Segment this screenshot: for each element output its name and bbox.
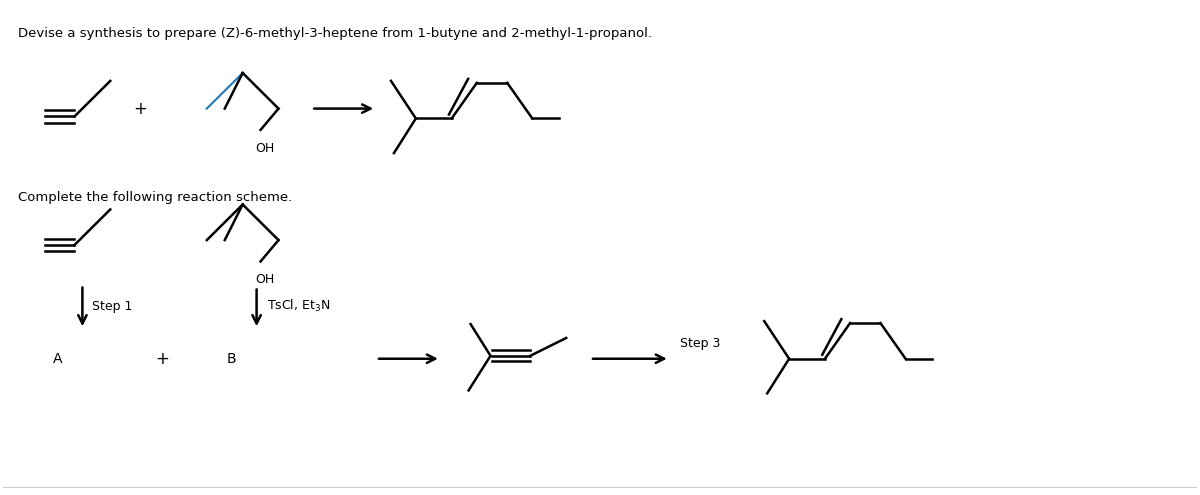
Text: A: A — [53, 352, 62, 366]
Text: B: B — [227, 352, 236, 366]
Text: Step 1: Step 1 — [92, 300, 133, 313]
Text: TsCl, Et$_3$N: TsCl, Et$_3$N — [266, 298, 330, 314]
Text: +: + — [155, 350, 169, 368]
Text: Step 3: Step 3 — [679, 338, 720, 350]
Text: Devise a synthesis to prepare (Z)-6-methyl-3-heptene from 1-butyne and 2-methyl-: Devise a synthesis to prepare (Z)-6-meth… — [18, 28, 652, 41]
Text: OH: OH — [254, 142, 274, 155]
Text: OH: OH — [254, 273, 274, 286]
Text: +: + — [133, 99, 148, 118]
Text: Complete the following reaction scheme.: Complete the following reaction scheme. — [18, 191, 292, 203]
